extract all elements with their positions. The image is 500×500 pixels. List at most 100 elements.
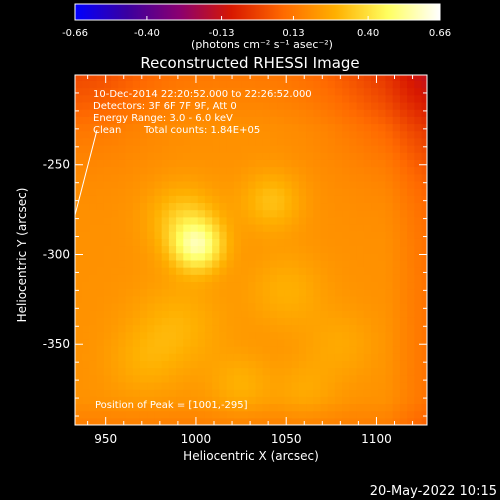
heatmap-cell	[284, 94, 293, 103]
heatmap-cell	[82, 360, 91, 369]
heatmap-cell	[356, 195, 365, 204]
heatmap-cell	[327, 410, 336, 419]
heatmap-cell	[183, 252, 192, 261]
heatmap-cell	[392, 396, 401, 405]
heatmap-cell	[82, 367, 91, 376]
heatmap-cell	[262, 389, 271, 397]
heatmap-cell	[233, 288, 242, 297]
heatmap-cell	[269, 381, 278, 390]
heatmap-cell	[168, 295, 177, 304]
heatmap-cell	[219, 223, 228, 232]
heatmap-cell	[327, 302, 336, 311]
heatmap-cell	[241, 295, 249, 304]
heatmap-cell	[147, 374, 156, 383]
heatmap-cell	[168, 417, 177, 425]
heatmap-cell	[371, 417, 379, 425]
heatmap-cell	[139, 145, 148, 153]
heatmap-cell	[147, 216, 156, 225]
heatmap-cell	[197, 238, 206, 247]
heatmap-cell	[291, 209, 300, 218]
heatmap-cell	[277, 231, 285, 239]
heatmap-cell	[371, 231, 379, 239]
heatmap-cell	[262, 94, 271, 103]
heatmap-cell	[147, 274, 156, 283]
heatmap-cell	[399, 360, 408, 369]
heatmap-cell	[306, 410, 314, 419]
heatmap-cell	[96, 381, 105, 390]
heatmap-cell	[89, 123, 98, 132]
heatmap-cell	[96, 274, 105, 283]
heatmap-cell	[197, 152, 206, 160]
heatmap-cell	[132, 317, 141, 326]
heatmap-cell	[392, 281, 401, 290]
heatmap-cell	[219, 310, 228, 318]
heatmap-cell	[291, 94, 300, 103]
heatmap-cell	[421, 417, 427, 425]
heatmap-cell	[233, 223, 242, 232]
heatmap-cell	[320, 374, 329, 383]
heatmap-cell	[190, 130, 199, 139]
heatmap-cell	[183, 410, 192, 419]
heatmap-cell	[371, 152, 379, 160]
heatmap-cell	[255, 223, 264, 232]
heatmap-cell	[298, 223, 307, 232]
heatmap-cell	[313, 152, 322, 160]
heatmap-cell	[103, 87, 112, 96]
heatmap-cell	[139, 231, 148, 239]
heatmap-cell	[139, 396, 148, 405]
heatmap-cell	[255, 188, 264, 196]
heatmap-cell	[118, 245, 127, 254]
heatmap-cell	[421, 180, 427, 189]
heatmap-cell	[89, 288, 98, 297]
heatmap-cell	[96, 396, 105, 405]
heatmap-cell	[168, 188, 177, 196]
heatmap-cell	[132, 331, 141, 340]
heatmap-cell	[356, 295, 365, 304]
heatmap-cell	[378, 188, 387, 196]
heatmap-cell	[371, 353, 379, 361]
heatmap-cell	[298, 245, 307, 254]
heatmap-cell	[421, 152, 427, 160]
heatmap-cell	[291, 152, 300, 160]
heatmap-cell	[139, 302, 148, 311]
heatmap-cell	[255, 281, 264, 290]
heatmap-cell	[392, 116, 401, 125]
heatmap-cell	[190, 288, 199, 297]
heatmap-cell	[284, 223, 293, 232]
heatmap-cell	[248, 245, 257, 254]
heatmap-cell	[363, 130, 372, 139]
heatmap-cell	[320, 281, 329, 290]
heatmap-cell	[407, 87, 415, 96]
heatmap-cell	[89, 281, 98, 290]
heatmap-cell	[349, 130, 358, 139]
heatmap-cell	[421, 317, 427, 326]
heatmap-cell	[356, 188, 365, 196]
heatmap-cell	[132, 202, 141, 211]
heatmap-cell	[291, 259, 300, 268]
heatmap-cell	[342, 94, 350, 103]
heatmap-cell	[176, 195, 184, 204]
heatmap-cell	[421, 396, 427, 405]
heatmap-cell	[103, 245, 112, 254]
heatmap-cell	[190, 202, 199, 211]
heatmap-cell	[306, 367, 314, 376]
heatmap-cell	[342, 410, 350, 419]
heatmap-cell	[385, 145, 394, 153]
heatmap-cell	[176, 317, 184, 326]
heatmap-cell	[190, 223, 199, 232]
heatmap-cell	[334, 331, 343, 340]
heatmap-cell	[147, 403, 156, 412]
heatmap-cell	[407, 173, 415, 182]
heatmap-cell	[385, 209, 394, 218]
heatmap-cell	[241, 403, 249, 412]
heatmap-cell	[327, 216, 336, 225]
heatmap-cell	[154, 109, 163, 117]
heatmap-cell	[320, 403, 329, 412]
heatmap-cell	[298, 274, 307, 283]
heatmap-cell	[399, 259, 408, 268]
heatmap-cell	[371, 137, 379, 146]
heatmap-cell	[399, 216, 408, 225]
heatmap-cell	[320, 410, 329, 419]
heatmap-cell	[219, 94, 228, 103]
heatmap-cell	[96, 259, 105, 268]
